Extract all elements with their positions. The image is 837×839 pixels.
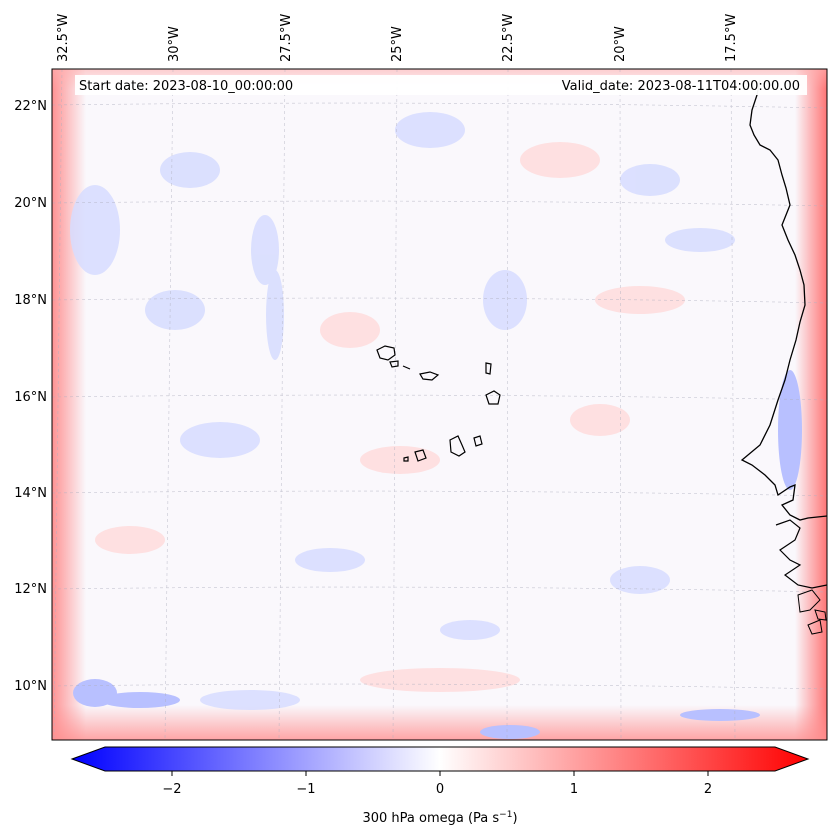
colorbar-tick-label: 1 <box>570 782 578 797</box>
lon-label-20w: 20°W <box>613 26 628 62</box>
lat-label-12n: 12°N <box>14 582 47 597</box>
lat-label-10n: 10°N <box>14 679 47 694</box>
colorbar-tick-label: −2 <box>162 782 181 797</box>
lon-label-22-5w: 22.5°W <box>501 14 516 62</box>
lon-label-30w: 30°W <box>167 26 182 62</box>
lat-label-16n: 16°N <box>14 390 47 405</box>
graticule <box>52 69 827 740</box>
cape-verde-islands <box>376 345 501 462</box>
colorbar-tick-label: 0 <box>436 782 444 797</box>
lat-label-14n: 14°N <box>14 486 47 501</box>
africa-coastline <box>740 79 827 521</box>
lon-label-25w: 25°W <box>390 26 405 62</box>
left-boundary-band <box>52 69 86 740</box>
lon-label-27-5w: 27.5°W <box>279 14 294 62</box>
omega-field <box>52 69 827 740</box>
lon-label-32-5w: 32.5°W <box>56 14 71 62</box>
valid-date-label: Valid_date: 2023-08-11T04:00:00.00 <box>562 79 800 94</box>
lat-label-18n: 18°N <box>14 293 47 308</box>
start-date-label: Start date: 2023-08-10_00:00:00 <box>79 79 293 94</box>
colorbar <box>70 746 810 772</box>
colorbar-label: 300 hPa omega (Pa s−1) <box>362 810 517 826</box>
lon-label-17-5w: 17.5°W <box>724 14 739 62</box>
map-frame <box>51 68 828 741</box>
lat-label-20n: 20°N <box>14 196 47 211</box>
colorbar-tick-label: 2 <box>704 782 712 797</box>
lat-label-22n: 22°N <box>14 99 47 114</box>
colorbar-tick-label: −1 <box>296 782 315 797</box>
